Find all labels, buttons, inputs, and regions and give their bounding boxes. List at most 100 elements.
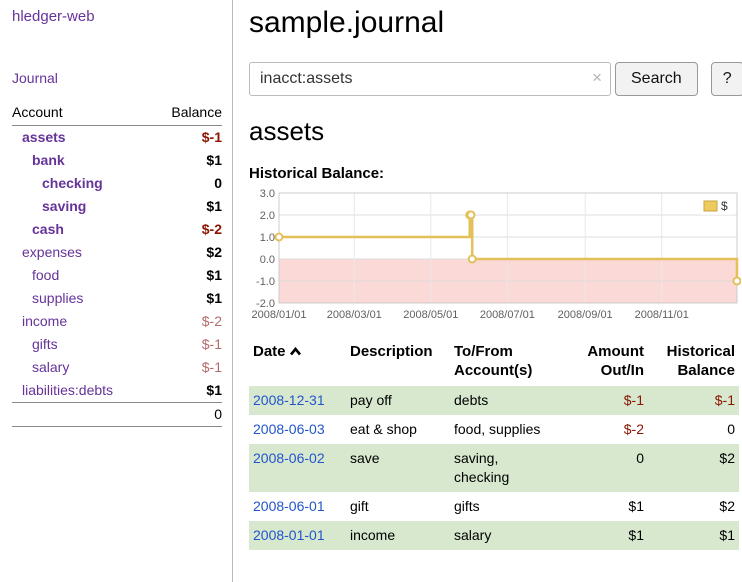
account-link-bank[interactable]: bank — [32, 152, 65, 168]
sidebar-item-journal[interactable]: Journal — [12, 70, 58, 86]
accounts-header-account: Account — [12, 102, 152, 126]
transaction-date-cell: 2008-06-01 — [249, 492, 346, 521]
account-link-salary[interactable]: salary — [32, 359, 70, 375]
svg-text:3.0: 3.0 — [260, 188, 275, 200]
transaction-date-cell: 2008-06-03 — [249, 415, 346, 444]
account-link-assets[interactable]: assets — [22, 129, 66, 145]
account-row-assets: assets $-1 — [12, 126, 222, 150]
search-input[interactable] — [249, 62, 611, 96]
account-link-liabilities-debts[interactable]: liabilities:debts — [22, 382, 114, 398]
chart-legend-swatch — [703, 200, 718, 212]
account-link-expenses[interactable]: expenses — [22, 244, 82, 260]
register-header-row: Date Description To/From Account(s) Amou… — [249, 340, 739, 386]
register-row: 2008-06-02 save saving, checking 0 $2 — [249, 444, 739, 492]
transaction-amount: $-2 — [623, 421, 644, 437]
sidebar: hledger-web Journal Account Balance asse… — [0, 0, 233, 582]
transaction-date-link[interactable]: 2008-01-01 — [253, 527, 325, 543]
account-link-checking[interactable]: checking — [42, 175, 103, 191]
account-balance: $1 — [206, 267, 222, 283]
account-link-supplies[interactable]: supplies — [32, 290, 84, 306]
account-name-cell: assets — [12, 126, 152, 150]
transaction-amount: $1 — [628, 498, 644, 514]
sort-ascending-icon — [289, 347, 301, 356]
transaction-description: gift — [350, 498, 369, 514]
register-row: 2008-01-01 income salary $1 $1 — [249, 521, 739, 550]
chart-point — [466, 210, 476, 220]
account-heading: assets — [249, 116, 325, 146]
register-header-date[interactable]: Date — [249, 340, 346, 386]
account-link-food[interactable]: food — [32, 267, 60, 283]
register-row: 2008-06-03 eat & shop food, supplies $-2 0 — [249, 415, 739, 444]
chart-border — [278, 192, 738, 304]
clear-search-icon[interactable]: × — [592, 68, 602, 87]
register-row: 2008-06-01 gift gifts $1 $2 — [249, 492, 739, 521]
transaction-description: pay off — [350, 392, 392, 408]
account-name-cell: cash — [12, 218, 152, 241]
account-balance: $-2 — [201, 313, 222, 329]
account-balance: 0 — [214, 175, 222, 191]
search-button[interactable]: Search — [615, 62, 698, 96]
svg-text:2008/07/01: 2008/07/01 — [480, 309, 535, 321]
account-link-gifts[interactable]: gifts — [32, 336, 58, 352]
accounts-header-row: Account Balance — [12, 102, 222, 126]
account-row-saving: saving $1 — [12, 195, 222, 218]
svg-text:2008/09/01: 2008/09/01 — [558, 309, 613, 321]
register-table: Date Description To/From Account(s) Amou… — [249, 340, 739, 550]
app-title-link[interactable]: hledger-web — [12, 8, 95, 25]
account-link-income[interactable]: income — [22, 313, 68, 329]
account-row-food: food $1 — [12, 264, 222, 287]
register-header-date-label: Date — [253, 343, 286, 360]
account-name-cell: salary — [12, 356, 152, 379]
account-link-cash[interactable]: cash — [32, 221, 64, 237]
accounts-total-spacer — [12, 402, 152, 427]
help-button[interactable]: ? — [710, 62, 742, 96]
transaction-date-cell: 2008-06-02 — [249, 444, 346, 492]
account-balance: $-1 — [201, 129, 222, 145]
register-header-balance: Historical Balance — [666, 343, 735, 379]
transaction-balance: $2 — [719, 498, 735, 514]
accounts-total-balance: 0 — [151, 402, 222, 427]
transaction-balance: $2 — [719, 450, 735, 466]
chart-legend: $ — [701, 197, 733, 215]
chart-legend-label: $ — [721, 199, 728, 213]
register-header-amount: Amount Out/In — [587, 343, 644, 379]
svg-text:2.0: 2.0 — [260, 210, 275, 222]
account-link-saving[interactable]: saving — [42, 198, 87, 214]
transaction-date-link[interactable]: 2008-06-03 — [253, 421, 325, 437]
account-name-cell: bank — [12, 149, 152, 172]
account-name-cell: saving — [12, 195, 152, 218]
account-name-cell: supplies — [12, 287, 152, 310]
transaction-description: eat & shop — [350, 421, 417, 437]
svg-text:-2.0: -2.0 — [256, 298, 275, 310]
transaction-balance: $1 — [719, 527, 735, 543]
search-box: × — [249, 62, 611, 96]
account-row-bank: bank $1 — [12, 149, 222, 172]
account-row-cash: cash $-2 — [12, 218, 222, 241]
account-row-liabilities-debts: liabilities:debts $1 — [12, 379, 222, 403]
register-header-description: Description — [350, 343, 433, 360]
account-balance: $1 — [206, 152, 222, 168]
account-name-cell: food — [12, 264, 152, 287]
transaction-accounts: food, supplies — [454, 421, 541, 437]
accounts-table: Account Balance assets $-1 bank $1 checking 0… — [12, 102, 222, 427]
transaction-amount: $1 — [628, 527, 644, 543]
register-row: 2008-12-31 pay off debts $-1 $-1 — [249, 386, 739, 415]
chart-x-axis-labels: 2008/01/01 2008/03/01 2008/05/01 2008/07/01… — [251, 309, 688, 321]
transaction-date-link[interactable]: 2008-06-01 — [253, 498, 325, 514]
account-name-cell: liabilities:debts — [12, 379, 152, 403]
register-header-account: To/From Account(s) — [454, 343, 533, 379]
transaction-accounts: gifts — [454, 498, 480, 514]
transaction-amount: $-1 — [623, 392, 644, 408]
search-form: × Search ? — [249, 62, 742, 96]
main-content: sample.journal × Search ? assets Histori… — [233, 0, 742, 582]
svg-text:1.0: 1.0 — [260, 232, 275, 244]
svg-text:2008/05/01: 2008/05/01 — [403, 309, 458, 321]
svg-text:-1.0: -1.0 — [256, 276, 275, 288]
transaction-date-cell: 2008-12-31 — [249, 386, 346, 415]
transaction-date-link[interactable]: 2008-12-31 — [253, 392, 325, 408]
svg-text:0.0: 0.0 — [260, 254, 275, 266]
accounts-header-balance: Balance — [151, 102, 222, 126]
transaction-date-link[interactable]: 2008-06-02 — [253, 450, 325, 466]
